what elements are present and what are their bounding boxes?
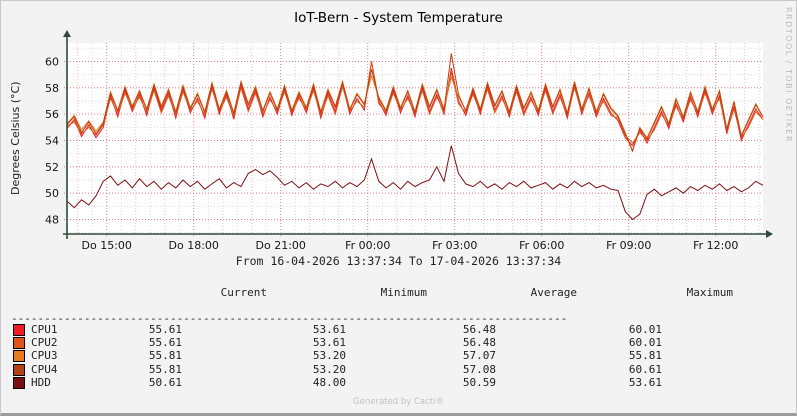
series-lines (66, 53, 764, 221)
date-range: From 16-04-2026 13:37:34 To 17-04-2026 1… (235, 254, 562, 268)
legend-rows: CPU1 55.61 53.61 56.48 60.01 CPU2 55.61 53.61 56… (1, 323, 796, 390)
y-tick-labels: 48 50 52 54 56 58 60 (45, 55, 59, 226)
series-name: CPU1 (31, 322, 58, 336)
y-tick-label: 48 (45, 214, 59, 227)
graph-title: IoT-Bern - System Temperature (294, 10, 503, 26)
x-axis-arrow (766, 230, 773, 238)
stat-minimum: 53.61 (312, 322, 346, 336)
stat-average: 57.07 (462, 349, 496, 363)
stat-current: 55.81 (148, 362, 182, 376)
stat-maximum: 55.81 (628, 349, 662, 363)
series-name: HDD (31, 376, 51, 390)
legend-row: CPU1 55.61 53.61 56.48 60.01 (1, 323, 796, 336)
series-name: CPU3 (31, 349, 58, 363)
stat-average: 50.59 (462, 376, 496, 390)
series-name: CPU2 (31, 335, 58, 349)
x-tick-label: Fr 12:00 (693, 239, 738, 252)
x-tick-label: Do 21:00 (256, 239, 306, 252)
axes (63, 36, 767, 239)
x-tick-label: Fr 09:00 (606, 239, 651, 252)
legend-column-header-minimum: Minimum (380, 286, 427, 299)
rrdtool-watermark: RRDTOOL / TOBI OETIKER (784, 7, 793, 144)
x-tick-label: Fr 00:00 (345, 239, 390, 252)
legend-row: CPU2 55.61 53.61 56.48 60.01 (1, 336, 796, 349)
y-tick-label: 50 (45, 187, 59, 200)
stat-maximum: 60.01 (628, 335, 662, 349)
legend-row: CPU4 55.81 53.20 57.08 60.61 (1, 363, 796, 376)
stat-maximum: 53.61 (628, 376, 662, 390)
series-color-swatch (13, 323, 25, 336)
legend-header-row: Current Minimum Average Maximum (1, 286, 796, 299)
legend-column-header-maximum: Maximum (686, 286, 733, 299)
series-line-HDD (66, 145, 764, 221)
series-color-swatch (13, 377, 25, 390)
y-tick-label: 54 (45, 134, 59, 147)
plot-background (67, 43, 763, 234)
x-tick-labels: Do 15:00 Do 18:00 Do 21:00 Fr 00:00 Fr 03:00… (82, 239, 739, 252)
y-axis-arrow (63, 30, 71, 37)
series-color-swatch (13, 350, 25, 363)
series-name: CPU4 (31, 362, 58, 376)
y-tick-label: 56 (45, 108, 59, 121)
stat-minimum: 48.00 (312, 376, 346, 390)
cacti-footer: Generated by Cacti® (353, 397, 444, 407)
stat-minimum: 53.61 (312, 335, 346, 349)
stat-minimum: 53.20 (312, 362, 346, 376)
series-line-CPU1 (66, 61, 764, 147)
stat-maximum: 60.01 (628, 322, 662, 336)
x-tick-label: Do 15:00 (82, 239, 132, 252)
x-tick-label: Do 18:00 (169, 239, 219, 252)
y-tick-label: 60 (45, 55, 59, 68)
y-tick-label: 52 (45, 161, 59, 174)
stat-average: 56.48 (462, 322, 496, 336)
series-line-CPU4 (66, 53, 764, 153)
legend-column-header-current: Current (220, 286, 267, 299)
stat-current: 50.61 (148, 376, 182, 390)
temperature-chart: 48 50 52 54 56 58 60 Do 15:00 Do 18:00 Do 21:00 Fr… (45, 30, 773, 252)
legend-separator: ----------------------------------------… (11, 312, 568, 325)
stat-average: 56.48 (462, 335, 496, 349)
legend-row: CPU3 55.81 53.20 57.07 55.81 (1, 349, 796, 363)
stat-maximum: 60.61 (628, 362, 662, 376)
legend-column-header-average: Average (530, 286, 577, 299)
stat-current: 55.81 (148, 349, 182, 363)
stat-current: 55.61 (148, 322, 182, 336)
legend-row: HDD 50.61 48.00 50.59 53.61 (1, 376, 796, 390)
stat-minimum: 53.20 (312, 349, 346, 363)
stat-current: 55.61 (148, 335, 182, 349)
series-color-swatch (13, 336, 25, 349)
stat-average: 57.08 (462, 362, 496, 376)
y-tick-label: 58 (45, 82, 59, 95)
series-color-swatch (13, 363, 25, 376)
x-tick-label: Fr 03:00 (432, 239, 477, 252)
x-tick-label: Fr 06:00 (519, 239, 564, 252)
